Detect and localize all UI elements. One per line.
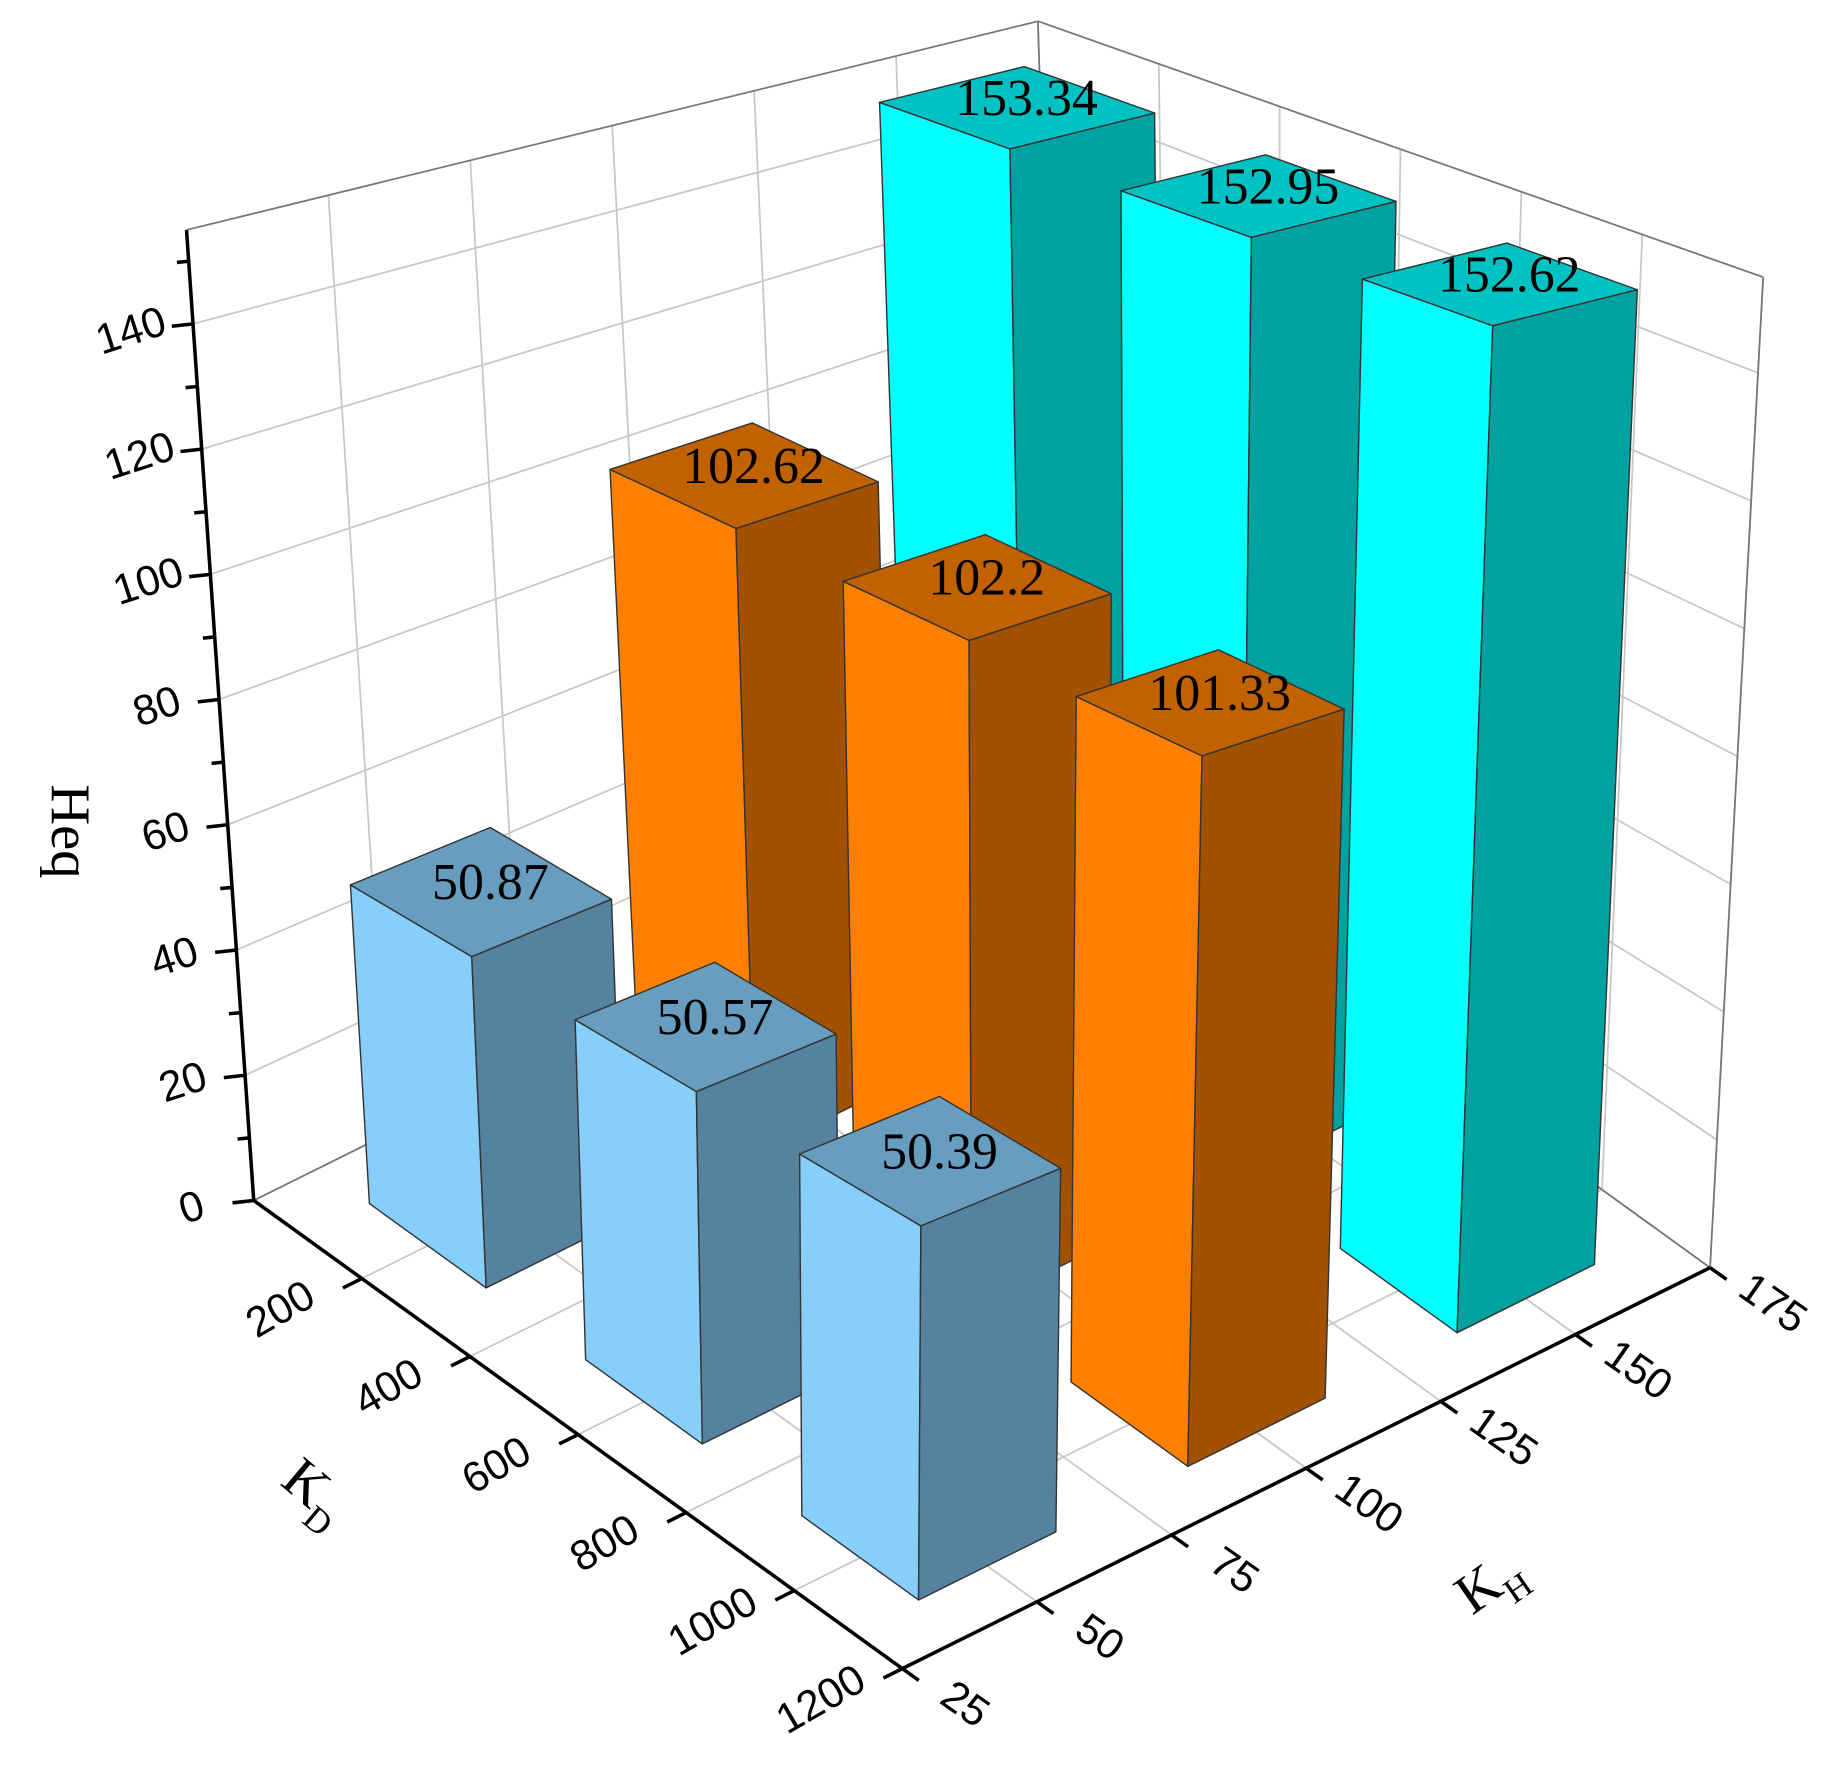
y-tick-label: 125 bbox=[1462, 1397, 1547, 1476]
z-tick-label: 0 bbox=[173, 1181, 210, 1233]
bar-top-face bbox=[349, 826, 613, 958]
x-tick-label: 600 bbox=[454, 1427, 539, 1503]
value-label: 101.33 bbox=[1148, 665, 1291, 722]
z-tick-label: 100 bbox=[107, 547, 189, 614]
y-tick bbox=[1170, 1533, 1190, 1549]
z-minor-tick bbox=[237, 1136, 250, 1141]
bar-top-face bbox=[574, 961, 837, 1093]
z-axis-title: Heq bbox=[39, 784, 101, 878]
x-tick-label: 200 bbox=[238, 1271, 323, 1347]
bar-front-face bbox=[1070, 695, 1203, 1468]
z-minor-tick bbox=[220, 885, 233, 891]
y-tick-label: 100 bbox=[1327, 1464, 1412, 1543]
y-tick bbox=[1574, 1333, 1593, 1348]
bar-top-face bbox=[1361, 242, 1639, 327]
x-tick-label: 1000 bbox=[660, 1577, 765, 1665]
box-edge bbox=[1037, 20, 1764, 278]
z-tick-label: 140 bbox=[90, 297, 172, 364]
bar-front-face bbox=[798, 1153, 922, 1601]
z-tick-label: 40 bbox=[144, 927, 203, 986]
x-tick bbox=[774, 1589, 796, 1602]
value-label: 50.57 bbox=[657, 989, 774, 1046]
y-tick bbox=[1439, 1399, 1459, 1415]
box-edge bbox=[1709, 277, 1765, 1268]
y-tick bbox=[901, 1667, 920, 1682]
value-label: 50.87 bbox=[432, 854, 549, 911]
z-tick bbox=[180, 447, 202, 454]
x-axis-title: KD bbox=[264, 1446, 361, 1544]
x-tick-label: 800 bbox=[562, 1505, 647, 1581]
x-tick-label: 400 bbox=[346, 1349, 431, 1425]
box-edge bbox=[186, 20, 1039, 231]
x-tick bbox=[882, 1667, 904, 1680]
x-tick bbox=[450, 1354, 471, 1368]
y-axis-title: KH bbox=[1444, 1538, 1540, 1635]
x-tick bbox=[666, 1510, 687, 1524]
z-tick-label: 60 bbox=[136, 801, 195, 860]
value-label: 152.95 bbox=[1197, 158, 1340, 215]
z-minor-tick bbox=[176, 259, 189, 265]
z-minor-tick bbox=[202, 635, 215, 640]
value-label: 102.2 bbox=[928, 550, 1045, 607]
z-tick bbox=[232, 1198, 254, 1205]
z-axis-line bbox=[184, 229, 256, 1201]
x-tick bbox=[558, 1432, 579, 1446]
z-tick bbox=[188, 572, 211, 579]
z-minor-tick bbox=[194, 509, 207, 515]
y-tick-label: 150 bbox=[1596, 1330, 1681, 1409]
z-tick-label: 120 bbox=[98, 422, 180, 489]
z-minor-tick bbox=[211, 760, 224, 766]
z-minor-tick bbox=[228, 1010, 241, 1016]
value-label: 102.62 bbox=[682, 438, 825, 495]
value-label: 50.39 bbox=[881, 1123, 998, 1180]
y-tick bbox=[1035, 1600, 1055, 1616]
y-tick-label: 25 bbox=[933, 1671, 999, 1737]
x-tick-label: 1200 bbox=[768, 1655, 873, 1743]
grid-line bbox=[1601, 234, 1644, 1190]
bar-top-face bbox=[1120, 154, 1397, 239]
x-tick bbox=[342, 1276, 363, 1290]
bar-top-face bbox=[842, 533, 1112, 642]
z-minor-tick bbox=[185, 384, 198, 390]
y-tick-label: 175 bbox=[1731, 1263, 1816, 1342]
bar-side-face bbox=[917, 1167, 1062, 1601]
bar-top-face bbox=[609, 422, 879, 530]
value-label: 152.62 bbox=[1438, 247, 1581, 304]
z-tick bbox=[197, 697, 220, 704]
bar-top-face bbox=[1075, 649, 1345, 757]
z-tick bbox=[223, 1073, 246, 1080]
z-tick bbox=[206, 823, 228, 829]
bars-layer: 153.34 102.62 152.95 50.87 102.2 152.62 50.57 1… bbox=[349, 65, 1639, 1601]
z-tick bbox=[171, 322, 194, 328]
y-tick-label: 75 bbox=[1202, 1537, 1268, 1603]
z-tick-label: 20 bbox=[153, 1052, 212, 1111]
z-tick bbox=[214, 948, 237, 955]
bar-top-face bbox=[798, 1095, 1062, 1227]
z-tick-label: 80 bbox=[127, 676, 186, 735]
bar-side-face bbox=[1187, 708, 1345, 1468]
y-tick-label: 50 bbox=[1067, 1604, 1133, 1670]
bar-top-face bbox=[878, 65, 1156, 150]
y-tick bbox=[1305, 1466, 1324, 1482]
value-label: 153.34 bbox=[955, 70, 1098, 127]
y-tick bbox=[1709, 1266, 1728, 1281]
